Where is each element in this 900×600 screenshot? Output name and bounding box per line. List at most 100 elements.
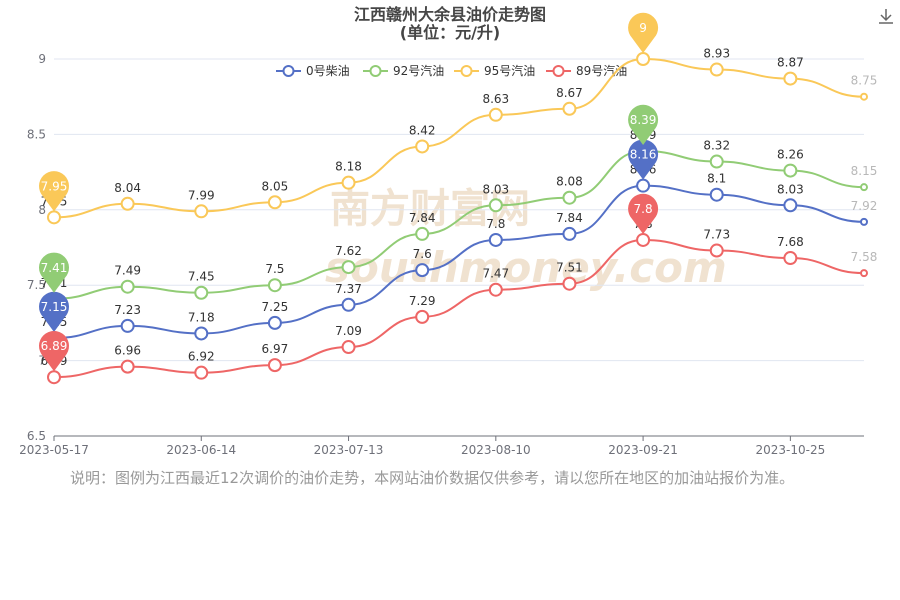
pin-label: 6.89 <box>41 339 68 353</box>
data-label: 8.03 <box>777 182 804 196</box>
data-point[interactable] <box>783 251 798 266</box>
data-label: 7.68 <box>777 235 804 249</box>
x-tick-label: 2023-05-17 <box>19 443 89 457</box>
data-point[interactable] <box>341 297 356 312</box>
data-point[interactable] <box>194 204 209 219</box>
data-label: 8.87 <box>777 56 804 70</box>
data-point[interactable] <box>488 198 503 213</box>
data-point[interactable] <box>709 243 724 258</box>
data-point[interactable] <box>194 285 209 300</box>
data-point[interactable] <box>267 278 282 293</box>
pin-marker: 7.41 <box>39 252 69 293</box>
legend-item-2[interactable]: 92号汽油 <box>363 63 444 78</box>
data-point[interactable] <box>636 178 651 193</box>
data-label: 8.04 <box>114 181 141 195</box>
data-label: 8.32 <box>703 139 730 153</box>
data-point[interactable] <box>488 107 503 122</box>
data-label: 6.92 <box>188 350 215 364</box>
data-point[interactable] <box>120 279 135 294</box>
data-label: 7.45 <box>188 270 215 284</box>
data-point[interactable] <box>488 282 503 297</box>
pin-marker: 8.16 <box>628 139 659 180</box>
pin-marker: 9 <box>628 12 659 53</box>
data-label: 7.5 <box>265 262 284 276</box>
y-tick-label: 8 <box>38 203 46 217</box>
data-point[interactable] <box>562 276 577 291</box>
legend-item-1[interactable]: 0号柴油 <box>276 64 350 78</box>
pin-label: 8.16 <box>630 148 657 162</box>
data-label: 7.09 <box>335 324 362 338</box>
data-point[interactable] <box>47 370 61 385</box>
data-label: 7.92 <box>851 199 878 213</box>
download-icon[interactable] <box>879 9 893 24</box>
pin-marker: 7.8 <box>628 193 659 234</box>
legend-item-3[interactable]: 95号汽油 <box>454 63 535 78</box>
data-point[interactable] <box>120 196 135 211</box>
x-tick-label: 2023-09-21 <box>608 443 678 457</box>
data-point[interactable] <box>860 217 868 226</box>
watermark-text-en: southmoney.com <box>325 243 727 292</box>
data-label: 7.23 <box>114 303 141 317</box>
data-label: 6.96 <box>114 344 141 358</box>
data-label: 8.75 <box>851 74 878 88</box>
data-point[interactable] <box>341 340 356 355</box>
pin-shape <box>628 139 659 180</box>
data-point[interactable] <box>194 365 209 380</box>
pin-shape <box>628 12 659 53</box>
data-point[interactable] <box>562 101 577 116</box>
legend-label: 92号汽油 <box>393 63 444 78</box>
data-point[interactable] <box>120 359 135 374</box>
data-point[interactable] <box>636 52 651 66</box>
data-point[interactable] <box>783 198 798 213</box>
data-point[interactable] <box>341 260 356 275</box>
data-label: 7.47 <box>482 267 509 281</box>
data-label: 8.05 <box>262 179 289 193</box>
data-point[interactable] <box>636 232 651 247</box>
data-point[interactable] <box>709 62 724 77</box>
legend-item-4[interactable]: 89号汽油 <box>546 63 627 78</box>
watermark: 南方财富网 southmoney.com <box>325 186 727 292</box>
data-point[interactable] <box>415 263 430 278</box>
data-point[interactable] <box>267 195 282 210</box>
data-label: 7.18 <box>188 310 215 324</box>
series-layer <box>47 52 868 385</box>
legend-symbol <box>460 65 473 77</box>
legend-label: 89号汽油 <box>576 63 627 78</box>
data-label: 7.6 <box>413 247 432 261</box>
pin-label: 7.15 <box>41 300 68 314</box>
data-point[interactable] <box>415 139 430 154</box>
data-point[interactable] <box>860 269 868 278</box>
y-tick-label: 8.5 <box>27 127 46 141</box>
y-tick-label: 6.5 <box>27 429 46 443</box>
data-label: 6.97 <box>262 342 289 356</box>
data-point[interactable] <box>341 175 356 190</box>
data-point[interactable] <box>709 154 724 169</box>
legend-symbol <box>282 65 295 77</box>
data-label: 7.51 <box>556 261 583 275</box>
data-label: 7.37 <box>335 282 362 296</box>
data-point[interactable] <box>562 226 577 241</box>
data-label: 7.99 <box>188 188 215 202</box>
data-point[interactable] <box>783 71 798 86</box>
data-label: 8.42 <box>409 123 436 137</box>
data-point[interactable] <box>562 190 577 205</box>
x-tick-label: 2023-06-14 <box>166 443 236 457</box>
chart-title: 江西赣州大余县油价走势图 <box>354 5 546 24</box>
y-tick-label: 7.5 <box>27 278 46 292</box>
data-point[interactable] <box>267 315 282 330</box>
data-point[interactable] <box>194 326 209 341</box>
data-point[interactable] <box>860 183 868 192</box>
data-point[interactable] <box>709 187 724 202</box>
legend-label: 95号汽油 <box>484 63 535 78</box>
data-point[interactable] <box>860 92 868 101</box>
data-point[interactable] <box>415 309 430 324</box>
data-point[interactable] <box>267 358 282 373</box>
pin-label: 7.41 <box>41 261 68 275</box>
data-point[interactable] <box>415 226 430 241</box>
data-point[interactable] <box>783 163 798 178</box>
data-point[interactable] <box>488 232 503 247</box>
data-point[interactable] <box>47 210 61 225</box>
y-tick-label: 9 <box>38 52 46 66</box>
data-point[interactable] <box>120 318 135 333</box>
